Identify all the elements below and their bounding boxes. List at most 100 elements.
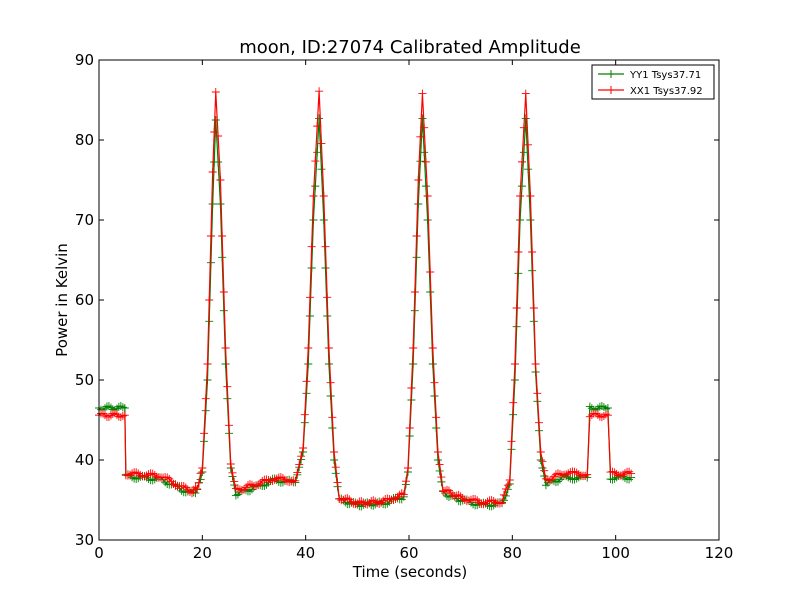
data-point-marker [276, 473, 285, 482]
data-point-marker [418, 89, 427, 98]
data-point-marker [405, 424, 414, 432]
data-point-marker [341, 494, 350, 503]
data-point-marker [416, 132, 425, 141]
x-tick-label: 0 [94, 544, 104, 562]
data-point-marker [505, 476, 514, 484]
x-tick-label: 120 [705, 544, 734, 562]
data-point-marker [258, 477, 267, 486]
data-point-marker [228, 468, 237, 477]
data-point-marker [509, 398, 518, 407]
data-point-marker [521, 89, 530, 98]
data-point-marker [599, 412, 608, 421]
data-point-marker [423, 192, 432, 200]
data-point-marker [120, 411, 129, 420]
data-point-marker [289, 476, 298, 485]
data-point-marker [196, 469, 205, 478]
data-point-marker [543, 475, 552, 484]
data-point-marker [479, 500, 488, 509]
data-point-marker [307, 242, 316, 251]
data-point-marker [225, 421, 234, 430]
data-point-marker [328, 413, 337, 422]
data-point-marker [231, 491, 240, 500]
data-point-marker [323, 293, 332, 302]
data-point-marker [359, 498, 368, 507]
data-point-marker [311, 182, 320, 191]
data-point-marker [193, 484, 202, 493]
data-point-marker [118, 411, 127, 420]
y-tick-label: 80 [75, 131, 94, 149]
x-tick-label: 20 [193, 544, 212, 562]
x-tick-label: 100 [601, 544, 630, 562]
data-point-marker [226, 460, 235, 468]
x-tick-label: 60 [399, 544, 418, 562]
data-point-marker [302, 377, 311, 386]
data-point-marker [487, 496, 496, 505]
data-point-marker [343, 494, 352, 503]
data-point-marker [307, 264, 316, 272]
y-axis: 30 40 50 60 70 80 90 [75, 51, 719, 549]
data-point-marker [618, 470, 627, 479]
data-point-marker [144, 470, 153, 479]
data-point-marker [373, 499, 382, 508]
series-layer [95, 87, 636, 511]
data-point-marker [519, 123, 528, 132]
data-point-marker [203, 376, 212, 384]
data-point-marker [499, 490, 508, 499]
data-point-marker [473, 496, 482, 505]
data-point-marker [414, 200, 423, 208]
data-point-marker [421, 182, 430, 191]
series-0 [95, 114, 636, 511]
data-point-marker [281, 475, 289, 484]
data-point-marker [150, 470, 159, 479]
data-point-marker [272, 474, 281, 483]
data-point-marker [625, 467, 634, 476]
data-point-marker [191, 483, 200, 492]
data-point-marker [278, 474, 287, 483]
data-point-marker [104, 413, 113, 422]
data-point-marker [423, 216, 432, 224]
data-point-marker [237, 486, 246, 495]
data-point-marker [627, 469, 636, 478]
data-point-marker [216, 176, 225, 184]
data-point-marker [300, 410, 309, 419]
data-point-marker [603, 411, 612, 420]
data-point-marker [304, 360, 313, 368]
data-point-marker [535, 418, 544, 427]
data-point-marker [456, 492, 465, 501]
data-point-marker [435, 460, 444, 469]
data-point-marker [324, 360, 333, 368]
data-point-marker [321, 242, 330, 251]
data-point-marker [401, 477, 410, 486]
data-point-marker [433, 456, 442, 464]
data-point-marker [211, 88, 220, 96]
data-point-marker [524, 140, 533, 149]
data-point-marker [134, 469, 143, 478]
data-point-marker [489, 496, 498, 505]
data-point-marker [517, 182, 526, 191]
data-point-marker [608, 467, 617, 476]
data-point-marker [315, 87, 324, 96]
data-point-marker [545, 476, 554, 485]
data-point-marker [564, 469, 573, 478]
legend-label-yy1: YY1 Tsys37.71 [629, 70, 701, 81]
data-point-marker [426, 268, 435, 276]
y-tick-label: 40 [75, 451, 94, 469]
y-tick-label: 30 [75, 531, 94, 549]
data-point-marker [599, 403, 608, 412]
data-point-marker [608, 475, 617, 484]
data-point-marker [254, 481, 263, 490]
data-point-marker [610, 468, 619, 477]
data-point-marker [200, 429, 209, 438]
y-tick-label: 70 [75, 211, 94, 229]
data-point-marker [391, 494, 400, 503]
x-axis: 0 20 40 60 80 100 120 [94, 60, 733, 562]
data-point-marker [379, 496, 388, 505]
data-point-marker [363, 500, 372, 509]
data-point-marker [437, 473, 446, 482]
data-point-marker [528, 248, 537, 256]
data-point-marker [414, 176, 423, 184]
data-point-marker [454, 490, 463, 499]
data-point-marker [211, 116, 220, 124]
data-point-marker [245, 480, 254, 489]
data-point-marker [326, 378, 335, 387]
